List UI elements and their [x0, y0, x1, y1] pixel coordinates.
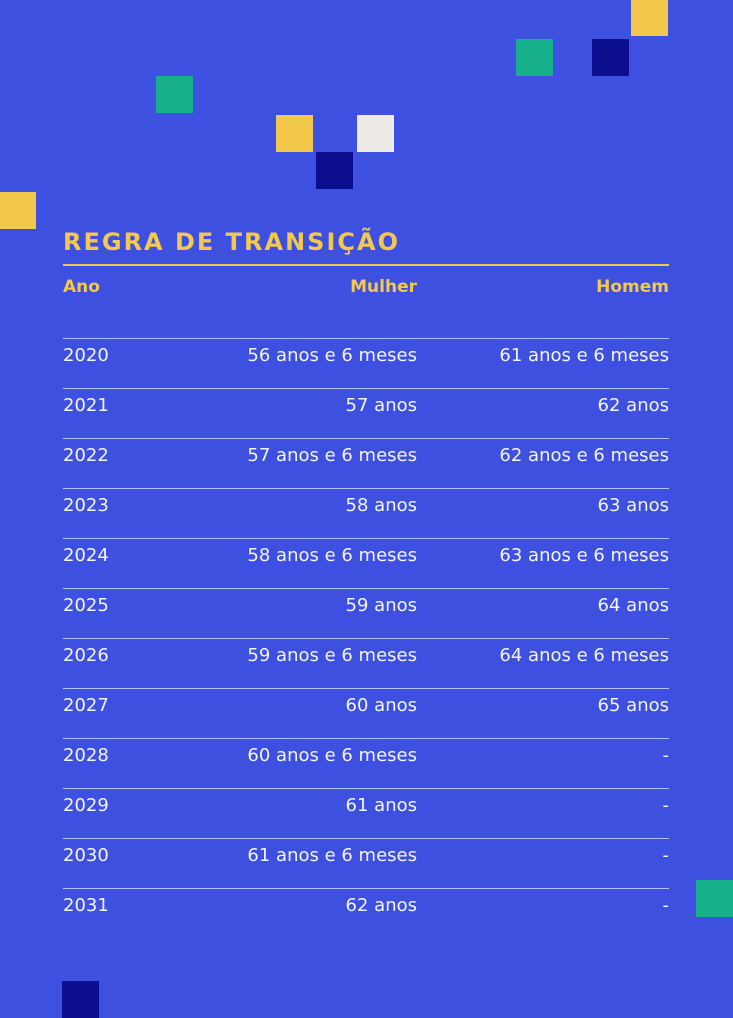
decor-square	[276, 115, 313, 152]
cell-man: -	[662, 845, 670, 866]
title-divider	[63, 264, 669, 266]
cell-woman: 60 anos e 6 meses	[247, 745, 417, 766]
cell-man: -	[662, 795, 670, 816]
cell-year: 2025	[63, 595, 109, 616]
table-row: 2029 61 anos -	[63, 788, 669, 838]
table-body: 2020 56 anos e 6 meses 61 anos e 6 meses 20…	[63, 338, 669, 938]
transition-table: Ano Mulher Homem 2020 56 anos e 6 meses 61…	[63, 266, 669, 938]
cell-man: 63 anos	[597, 495, 669, 516]
cell-man: 62 anos	[597, 395, 669, 416]
cell-man: 64 anos	[597, 595, 669, 616]
page-title: REGRA DE TRANSIÇÃO	[63, 228, 400, 256]
cell-woman: 57 anos e 6 meses	[247, 445, 417, 466]
decor-square	[156, 76, 193, 113]
cell-woman: 59 anos	[345, 595, 417, 616]
table-row: 2020 56 anos e 6 meses 61 anos e 6 meses	[63, 338, 669, 388]
decor-square	[62, 981, 99, 1018]
decor-square	[357, 115, 394, 152]
cell-woman: 61 anos e 6 meses	[247, 845, 417, 866]
table-row: 2021 57 anos 62 anos	[63, 388, 669, 438]
cell-man: 62 anos e 6 meses	[499, 445, 669, 466]
decor-square	[592, 39, 629, 76]
table-row: 2026 59 anos e 6 meses 64 anos e 6 meses	[63, 638, 669, 688]
cell-man: -	[662, 745, 670, 766]
decor-square	[631, 0, 668, 36]
decor-square	[0, 192, 36, 229]
table-row: 2024 58 anos e 6 meses 63 anos e 6 meses	[63, 538, 669, 588]
cell-man: -	[662, 895, 670, 916]
cell-year: 2021	[63, 395, 109, 416]
cell-woman: 59 anos e 6 meses	[247, 645, 417, 666]
cell-woman: 58 anos e 6 meses	[247, 545, 417, 566]
cell-man: 63 anos e 6 meses	[499, 545, 669, 566]
table-row: 2025 59 anos 64 anos	[63, 588, 669, 638]
cell-woman: 57 anos	[345, 395, 417, 416]
table-row: 2023 58 anos 63 anos	[63, 488, 669, 538]
cell-year: 2027	[63, 695, 109, 716]
cell-woman: 56 anos e 6 meses	[247, 345, 417, 366]
cell-year: 2031	[63, 895, 109, 916]
cell-woman: 62 anos	[345, 895, 417, 916]
cell-year: 2022	[63, 445, 109, 466]
cell-man: 61 anos e 6 meses	[499, 345, 669, 366]
header-man: Homem	[596, 277, 669, 297]
table-row: 2031 62 anos -	[63, 888, 669, 938]
table-row: 2030 61 anos e 6 meses -	[63, 838, 669, 888]
header-woman: Mulher	[350, 277, 417, 297]
table-row: 2022 57 anos e 6 meses 62 anos e 6 meses	[63, 438, 669, 488]
header-year: Ano	[63, 277, 100, 297]
cell-woman: 60 anos	[345, 695, 417, 716]
cell-year: 2024	[63, 545, 109, 566]
table-row: 2027 60 anos 65 anos	[63, 688, 669, 738]
cell-year: 2030	[63, 845, 109, 866]
decor-square	[316, 152, 353, 189]
cell-man: 64 anos e 6 meses	[499, 645, 669, 666]
table-row: 2028 60 anos e 6 meses -	[63, 738, 669, 788]
decor-square	[696, 880, 733, 917]
cell-year: 2023	[63, 495, 109, 516]
cell-year: 2020	[63, 345, 109, 366]
cell-year: 2026	[63, 645, 109, 666]
decor-square	[516, 39, 553, 76]
cell-woman: 61 anos	[345, 795, 417, 816]
cell-man: 65 anos	[597, 695, 669, 716]
cell-year: 2029	[63, 795, 109, 816]
cell-woman: 58 anos	[345, 495, 417, 516]
table-header: Ano Mulher Homem	[63, 266, 669, 338]
cell-year: 2028	[63, 745, 109, 766]
